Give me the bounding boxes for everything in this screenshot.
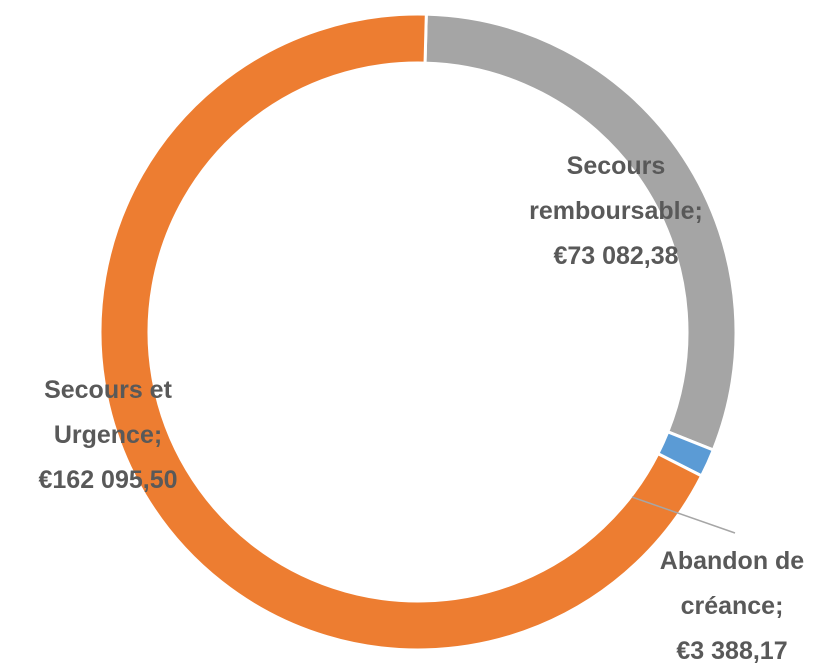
data-label-line: €162 095,50	[38, 466, 177, 494]
data-label-line: €73 082,38	[553, 242, 678, 270]
data-label-secours-remboursable: Secours remboursable; €73 082,38	[529, 152, 703, 270]
chart-slices	[98, 12, 738, 652]
slice-secours-et-urgence	[98, 12, 704, 652]
data-label-line: remboursable;	[529, 197, 703, 225]
data-label-line: Secours	[567, 152, 666, 180]
data-label-line: Secours et	[44, 376, 173, 404]
data-label-secours-et-urgence: Secours et Urgence; €162 095,50	[38, 376, 177, 494]
data-label-abandon-de-cr-ance: Abandon de créance; €3 388,17	[660, 547, 805, 665]
data-label-line: créance;	[681, 592, 784, 620]
leader-line-abandon	[631, 496, 736, 534]
data-label-line: Abandon de	[660, 547, 805, 575]
chart-labels: Secours remboursable; €73 082,38 Abandon de…	[38, 152, 804, 665]
data-label-line: €3 388,17	[676, 637, 787, 665]
data-label-line: Urgence;	[54, 421, 162, 449]
slice-secours-remboursable	[423, 12, 738, 452]
